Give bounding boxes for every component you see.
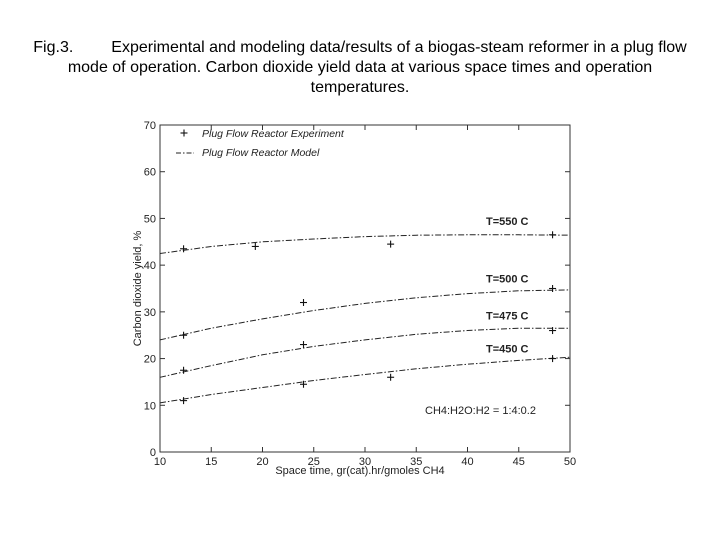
x-tick-label: 40 <box>461 456 473 468</box>
x-tick-label: 25 <box>308 456 320 468</box>
y-tick-label: 30 <box>144 307 156 319</box>
figure-number: Fig.3. <box>33 39 74 56</box>
axes <box>159 124 571 453</box>
figure-caption: Fig.3. Experimental and modeling data/res… <box>30 38 690 98</box>
model-curve-1 <box>159 289 571 341</box>
experiment-point <box>300 341 307 349</box>
y-tick-label: 60 <box>144 167 156 179</box>
feed-ratio-annotation: CH4:H2O:H2 = 1:4:0.2 <box>425 405 536 417</box>
legend-model-label: Plug Flow Reactor Model <box>202 147 320 159</box>
plot-frame <box>159 124 571 453</box>
experiment-point <box>180 245 188 253</box>
series-label: T=550 C <box>486 216 529 228</box>
series-label: T=450 C <box>486 344 529 356</box>
y-tick-label: 20 <box>144 354 156 366</box>
experiment-point <box>387 373 395 381</box>
experiment-point <box>180 397 188 405</box>
experiment-point <box>180 366 188 374</box>
x-axis-title: Space time, gr(cat).hr/gmoles CH4 <box>275 465 444 477</box>
y-tick-label: 50 <box>144 213 156 225</box>
x-tick-label: 10 <box>154 456 166 468</box>
model-curves <box>159 234 571 404</box>
experiment-point <box>549 327 557 335</box>
legend-experiment-label: Plug Flow Reactor Experiment <box>202 128 345 140</box>
model-curve-0 <box>159 234 571 254</box>
model-curve-2 <box>159 327 570 378</box>
x-tick-label: 20 <box>256 456 268 468</box>
experiment-point <box>251 242 259 250</box>
x-tick-label: 45 <box>513 456 525 468</box>
y-tick-label: 70 <box>144 120 156 132</box>
experiment-point <box>300 299 307 307</box>
y-tick-label: 10 <box>144 400 156 412</box>
experiment-point <box>387 240 395 248</box>
series-label: T=500 C <box>486 274 529 286</box>
figure-caption-text: Experimental and modeling data/results o… <box>67 39 687 96</box>
x-tick-label: 30 <box>359 456 371 468</box>
experiment-point <box>549 231 557 239</box>
series-label: T=475 C <box>486 311 529 323</box>
y-tick-label: 40 <box>144 260 156 272</box>
experiment-point <box>300 380 307 388</box>
experiment-point <box>549 285 557 292</box>
experiment-point <box>180 331 188 339</box>
y-tick-label: 0 <box>150 447 156 459</box>
legend-experiment-marker <box>180 129 188 137</box>
model-curve-3 <box>159 356 571 404</box>
experiment-point <box>549 355 557 363</box>
y-axis-title: Carbon dioxide yield, % <box>132 231 144 347</box>
experiment-points <box>180 231 557 405</box>
x-tick-label: 50 <box>564 456 576 468</box>
x-tick-label: 35 <box>410 456 422 468</box>
x-tick-label: 15 <box>205 456 217 468</box>
